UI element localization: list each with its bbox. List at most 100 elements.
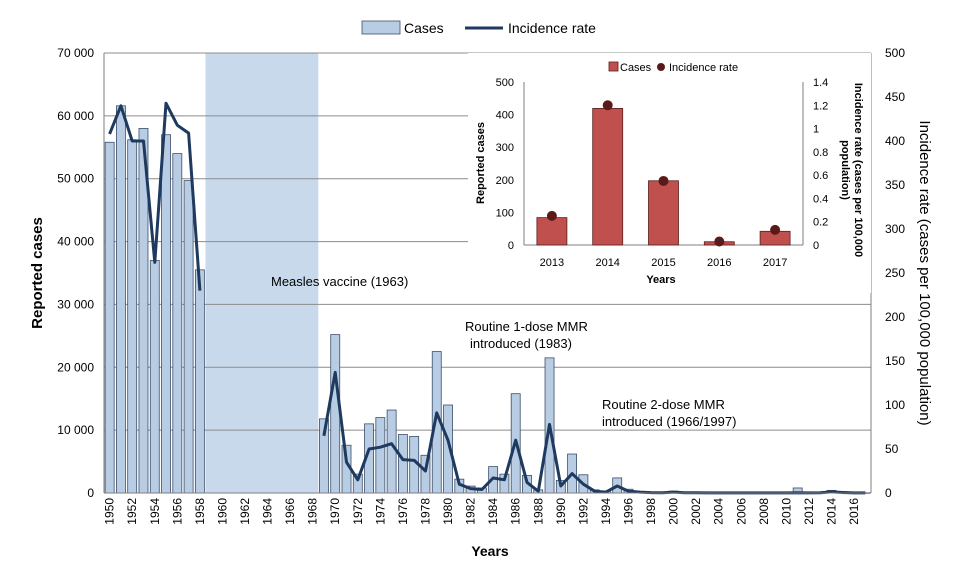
y2-tick-label: 500: [885, 46, 905, 60]
y2-tick-label: 200: [885, 310, 905, 324]
legend-cases-swatch: [361, 20, 401, 35]
inset-incidence-dot: [658, 175, 669, 186]
x-tick-label: 1988: [531, 498, 545, 525]
inset-y2-tick-label: 0: [813, 240, 819, 252]
x-tick-label: 1998: [644, 498, 658, 525]
annotation-mmr1-line1: Routine 1-dose MMR: [465, 319, 588, 334]
annotation-mmr1-line2: introduced (1983): [470, 336, 572, 351]
annotation-measles-vaccine: Measles vaccine (1963): [271, 274, 408, 289]
inset-y2-tick-label: 1: [813, 124, 819, 136]
legend-incidence-label: Incidence rate: [508, 20, 596, 36]
inset-y2-tick-label: 0.2: [813, 217, 828, 229]
x-tick-label: 2004: [712, 498, 726, 525]
x-tick-label: 2008: [757, 498, 771, 525]
annotation-mmr2-line1: Routine 2-dose MMR: [602, 397, 725, 412]
x-tick-label: 2012: [802, 498, 816, 525]
inset-x-tick-label: 2013: [540, 257, 564, 269]
x-tick-label: 1978: [418, 498, 432, 525]
inset-incidence-dot: [770, 224, 781, 235]
inset-y2-axis-title-line2: population): [839, 140, 851, 200]
x-tick-label: 1996: [621, 498, 635, 525]
x-tick-label: 2014: [825, 498, 839, 525]
inset-x-tick-label: 2017: [763, 257, 787, 269]
case-bar: [161, 134, 171, 494]
case-bar: [104, 141, 115, 494]
case-bar: [172, 153, 183, 494]
x-tick-label: 1960: [215, 498, 229, 525]
y2-tick-label: 150: [885, 354, 905, 368]
inset-x-axis-title: Years: [646, 274, 675, 286]
inset-y-axis-title: Reported cases: [475, 122, 487, 204]
x-tick-label: 1956: [170, 498, 184, 525]
vaccine-era-shade: [205, 53, 319, 493]
x-tick-label: 1966: [283, 498, 297, 525]
y-tick-label: 0: [87, 486, 94, 500]
inset-case-bar: [592, 108, 624, 246]
x-tick-label: 1962: [238, 498, 252, 525]
inset-y2-tick-label: 0.4: [813, 193, 828, 205]
inset-y2-tick-label: 0.6: [813, 170, 828, 182]
x-tick-label: 1952: [125, 498, 139, 525]
inset-case-bar: [648, 180, 679, 246]
incidence-line: [108, 101, 202, 291]
case-bar: [397, 434, 408, 494]
inset-x-tick-label: 2015: [651, 257, 675, 269]
x-tick-label: 1958: [193, 498, 207, 525]
inset-x-tick-label: 2014: [595, 257, 619, 269]
y2-tick-label: 100: [885, 398, 905, 412]
case-bar: [386, 409, 397, 494]
inset-case-bar: [536, 217, 568, 246]
case-bar: [330, 334, 341, 494]
y2-tick-label: 50: [885, 442, 899, 456]
inset-incidence-dot: [602, 100, 613, 111]
y-tick-label: 30 000: [57, 297, 94, 311]
inset-incidence-dot: [546, 210, 557, 221]
x-tick-label: 1976: [396, 498, 410, 525]
y2-tick-label: 400: [885, 134, 905, 148]
y-axis-title: Reported cases: [29, 217, 46, 329]
legend-cases-label: Cases: [404, 20, 444, 36]
x-tick-label: 1968: [306, 498, 320, 525]
inset-y2-tick-label: 1.2: [813, 100, 828, 112]
x-tick-label: 1994: [599, 498, 613, 525]
inset-y2-tick-label: 0.8: [813, 147, 828, 159]
inset-y2-axis-title-line1: Incidence rate (cases per 100,000: [852, 83, 864, 257]
x-tick-label: 1974: [373, 498, 387, 525]
inset-x-tick-label: 2016: [707, 257, 731, 269]
x-tick-label: 1964: [261, 498, 275, 525]
case-bar: [149, 260, 160, 494]
x-tick-label: 1970: [328, 498, 342, 525]
x-axis-title: Years: [471, 543, 509, 559]
inset-legend-incidence-label: Incidence rate: [669, 62, 738, 74]
x-tick-label: 2000: [667, 498, 681, 525]
y-tick-label: 70 000: [57, 46, 94, 60]
x-tick-label: 1954: [148, 498, 162, 525]
inset-y-tick-label: 500: [496, 77, 514, 89]
inset-incidence-dot: [714, 236, 725, 247]
x-tick-label: 1992: [576, 498, 590, 525]
y2-tick-label: 300: [885, 222, 905, 236]
case-bar: [194, 269, 205, 494]
x-tick-label: 1984: [486, 498, 500, 525]
x-tick-label: 1986: [509, 498, 523, 525]
inset-y-tick-label: 0: [508, 240, 514, 252]
y-tick-label: 40 000: [57, 235, 94, 249]
inset-y-tick-label: 200: [496, 175, 514, 187]
x-tick-label: 1972: [351, 498, 365, 525]
x-tick-label: 1980: [441, 498, 455, 525]
inset-y-tick-label: 300: [496, 142, 514, 154]
case-bar: [116, 105, 126, 494]
y-tick-label: 60 000: [57, 109, 94, 123]
inset-y-tick-label: 100: [496, 207, 514, 219]
y2-tick-label: 350: [885, 178, 905, 192]
y-tick-label: 20 000: [57, 360, 94, 374]
x-tick-label: 2002: [689, 498, 703, 525]
x-tick-label: 2006: [734, 498, 748, 525]
inset-legend-cases-label: Cases: [620, 62, 652, 74]
x-tick-label: 1982: [464, 498, 478, 525]
y2-tick-label: 0: [885, 486, 892, 500]
annotation-mmr2-line2: introduced (1966/1997): [602, 414, 736, 429]
x-tick-label: 1990: [554, 498, 568, 525]
y-tick-label: 10 000: [57, 423, 94, 437]
